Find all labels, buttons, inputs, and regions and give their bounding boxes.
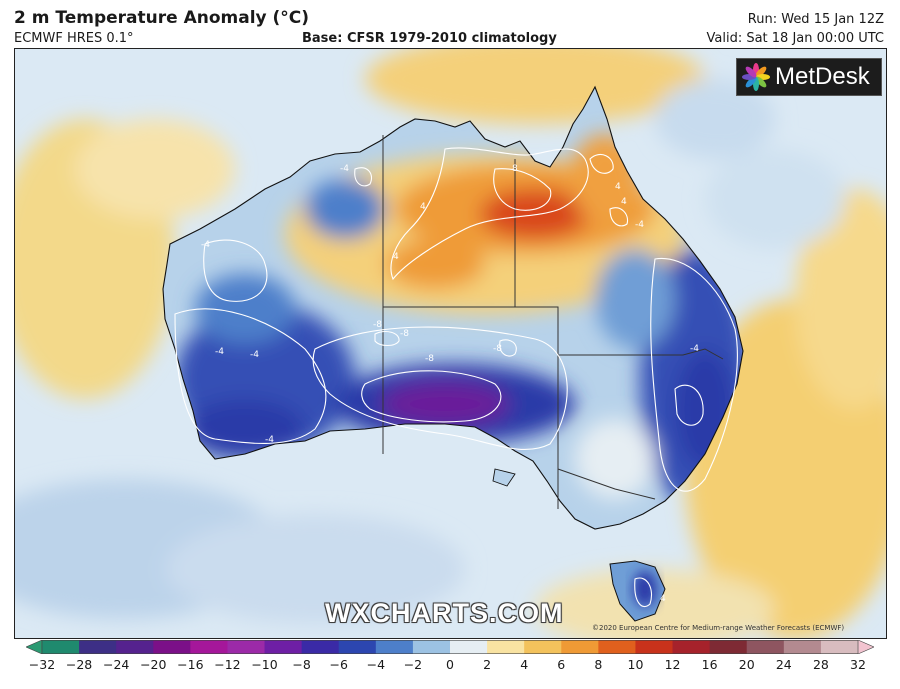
contour-label: 4 [621, 197, 627, 207]
colorbar-tick-label: 8 [594, 657, 603, 672]
contour-label: -8 [373, 320, 382, 330]
metdesk-flower-icon [742, 63, 770, 91]
australia-coastline [162, 85, 744, 530]
contour-labels: -4 -4 -4 -4 -4 -4 -4 -8 -8 -8 -8 4 4 4 4… [201, 164, 699, 604]
colorbar-tick-label: −2 [403, 657, 423, 672]
contour-label: -4 [215, 347, 224, 357]
colorbar-segment [635, 640, 674, 654]
contour-label: -8 [425, 354, 434, 364]
colorbar-tick-label: 32 [850, 657, 866, 672]
colorbar-border [41, 640, 859, 654]
run-time-label: Run: Wed 15 Jan 12Z [747, 12, 884, 27]
colorbar-segment [190, 640, 228, 654]
colorbar-tick-label: 10 [627, 657, 644, 672]
colorbar-segment [820, 640, 859, 654]
colorbar-segment [450, 640, 488, 654]
colorbar-ticks: −32 −28 −24 −20 −16 −12 −10 −8 −6 −4 −2 0 2 4 6 8 10 12 16… [0, 657, 900, 677]
logo-text: MetDesk [775, 63, 870, 90]
colorbar-segment [561, 640, 599, 654]
contour-label: -8 [493, 344, 502, 354]
colorbar-tick-label: 20 [738, 657, 755, 672]
colorbar-tick-label: −28 [65, 657, 93, 672]
colorbar-segment [375, 640, 414, 654]
contour-label: -4 [265, 435, 274, 445]
map-canvas: -4 -4 -4 -4 -4 -4 -4 -8 -8 -8 -8 4 4 4 4… [15, 49, 886, 638]
colorbar-tick-label: −32 [28, 657, 56, 672]
climatology-base-label: Base: CFSR 1979-2010 climatology [302, 31, 557, 46]
contour-label: 4 [420, 202, 426, 212]
colorbar-tick-label: 28 [812, 657, 829, 672]
colorbar-arrow-low [26, 640, 43, 654]
colorbar-tick-label: −6 [329, 657, 348, 672]
colorbar-segment [598, 640, 636, 654]
colorbar-segment [116, 640, 154, 654]
model-label: ECMWF HRES 0.1° [14, 31, 134, 46]
colorbar-arrow-high [857, 640, 874, 654]
contour-label: -4 [635, 220, 644, 230]
colorbar-tick-label: 4 [520, 657, 529, 672]
colorbar-segment [524, 640, 562, 654]
contour-label: -4 [690, 344, 699, 354]
state-borders [382, 135, 724, 509]
colorbar-segment [746, 640, 785, 654]
colorbar-tick-label: −12 [214, 657, 241, 672]
copyright-notice: ©2020 European Centre for Medium-range W… [592, 624, 845, 632]
contour-label: -4 [250, 350, 259, 360]
anomaly-contours [174, 147, 738, 608]
colorbar-segment [227, 640, 266, 654]
colorbar-segment [338, 640, 377, 654]
colorbar-tick-label: 2 [483, 657, 492, 672]
contour-label: 4 [393, 252, 399, 262]
kangaroo-island [492, 468, 516, 487]
contour-label: -4 [201, 240, 210, 250]
colorbar [26, 640, 874, 654]
contour-label: 8 [512, 164, 518, 174]
colorbar-segment [487, 640, 525, 654]
colorbar-tick-label: −4 [366, 657, 386, 672]
colorbar-segment [153, 640, 191, 654]
colorbar-tick-label: 16 [701, 657, 718, 672]
colorbar-segment [301, 640, 340, 654]
colorbar-segment [709, 640, 748, 654]
contour-label: -8 [400, 329, 409, 339]
valid-time-label: Valid: Sat 18 Jan 00:00 UTC [706, 31, 885, 46]
colorbar-tick-label: 6 [557, 657, 566, 672]
colorbar-tick-label: 0 [446, 657, 454, 672]
colorbar-segment [412, 640, 451, 654]
wxcharts-watermark: WXCHARTS.COM [325, 598, 564, 628]
colorbar-tick-label: −16 [177, 657, 204, 672]
temperature-anomaly-map: -4 -4 -4 -4 -4 -4 -4 -8 -8 -8 -8 4 4 4 4… [14, 48, 887, 639]
contour-label: -4 [340, 164, 349, 174]
colorbar-tick-label: 24 [775, 657, 792, 672]
colorbar-tick-label: −24 [102, 657, 130, 672]
colorbar-segment [79, 640, 117, 654]
colorbar-tick-label: −20 [140, 657, 167, 672]
metdesk-logo: MetDesk [736, 58, 882, 96]
contour-label: 4 [615, 182, 621, 192]
colorbar-segment [672, 640, 711, 654]
colorbar-tick-label: −10 [251, 657, 278, 672]
colorbar-tick-label: 12 [664, 657, 681, 672]
chart-title: 2 m Temperature Anomaly (°C) [14, 8, 310, 28]
colorbar-tick-label: −8 [292, 657, 311, 672]
colorbar-segment [264, 640, 303, 654]
colorbar-segment [783, 640, 822, 654]
contour-label: 4 [660, 594, 666, 604]
colorbar-segment [42, 640, 80, 654]
